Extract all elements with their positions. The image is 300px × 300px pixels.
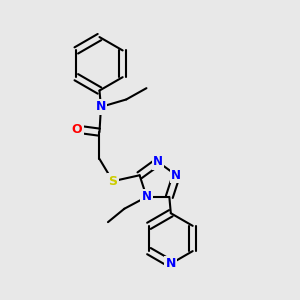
Text: N: N bbox=[171, 169, 181, 182]
Text: N: N bbox=[153, 155, 163, 168]
Text: N: N bbox=[96, 100, 106, 113]
Text: S: S bbox=[108, 175, 117, 188]
Text: O: O bbox=[72, 123, 83, 136]
Text: N: N bbox=[166, 257, 176, 270]
Text: N: N bbox=[142, 190, 152, 203]
